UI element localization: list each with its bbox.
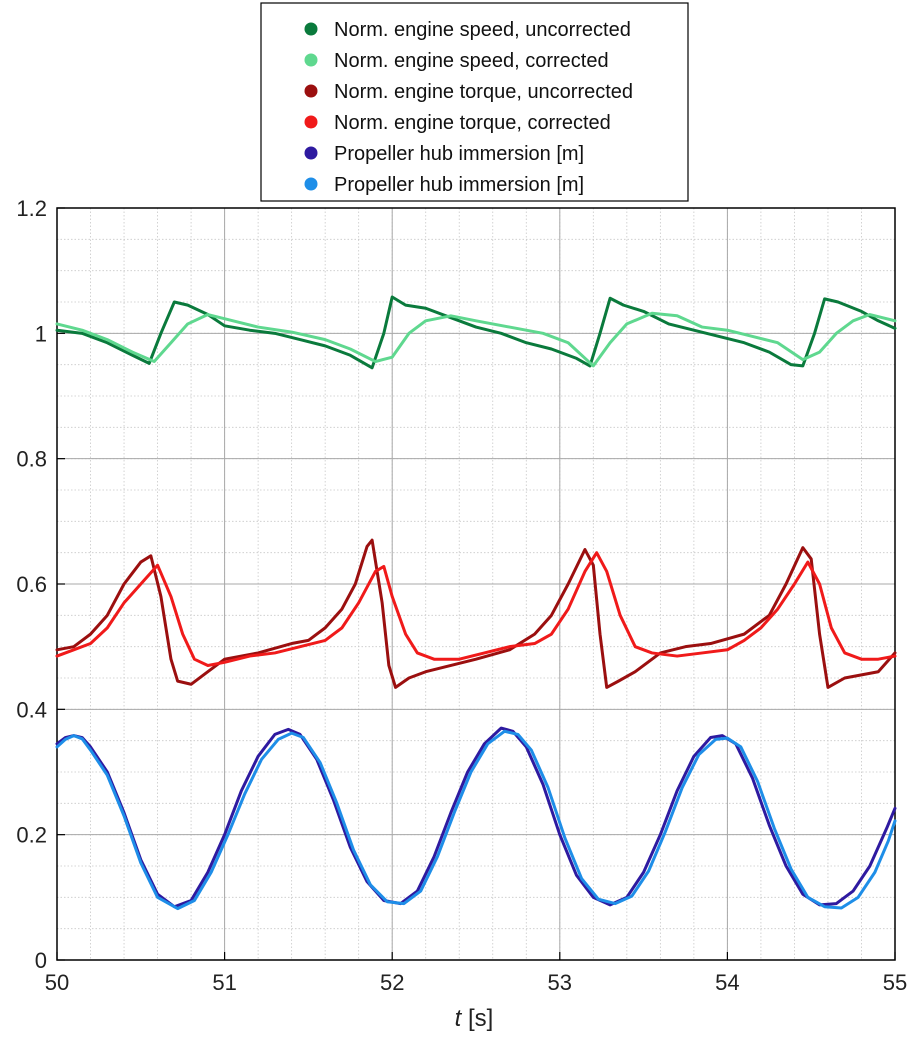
x-tick-label: 51 [212,970,236,995]
x-tick-label: 54 [715,970,739,995]
y-tick-label: 0.2 [16,823,47,848]
legend-entry-label: Propeller hub immersion [m] [334,174,584,196]
legend-entry-label: Norm. engine speed, uncorrected [334,19,631,41]
y-tick-label: 0 [35,948,47,973]
x-tick-label: 50 [45,970,69,995]
y-tick-label: 1.2 [16,196,47,221]
y-tick-labels: 0 0.2 0.4 0.6 0.8 1 1.2 [16,196,47,973]
y-tick-label: 0.8 [16,447,47,472]
series-line-3 [55,538,897,689]
x-tick-label: 52 [380,970,404,995]
legend-marker [304,84,318,98]
legend-marker [304,115,318,129]
series-line-6 [55,729,897,911]
tick-marks [56,207,896,961]
x-axis-label: t [s] [455,1005,494,1032]
x-tick-label: 53 [548,970,572,995]
series-line-1 [55,295,897,370]
series-layer [55,295,897,911]
y-tick-label: 0.4 [16,697,47,722]
legend-box [260,2,689,202]
x-tick-labels: 50 51 52 53 54 55 [45,970,907,995]
y-tick-label: 1 [35,321,47,346]
legend-marker [304,177,318,191]
legend-marker [304,22,318,36]
x-tick-label: 55 [883,970,907,995]
legend-entry-label: Norm. engine torque, corrected [334,112,611,134]
y-tick-label: 0.6 [16,572,47,597]
legend-marker [304,53,318,67]
series-line-4 [55,551,897,667]
series-line-2 [55,311,897,368]
legend-entry-label: Propeller hub immersion [m] [334,143,584,165]
legend: Norm. engine speed, uncorrected Norm. eng… [260,2,689,202]
x-axis-label-symbol: t [455,1005,463,1032]
legend-entry-label: Norm. engine speed, corrected [334,50,609,72]
legend-entry-label: Norm. engine torque, uncorrected [334,81,633,103]
legend-marker [304,146,318,160]
x-axis-label-unit: [s] [461,1005,493,1032]
